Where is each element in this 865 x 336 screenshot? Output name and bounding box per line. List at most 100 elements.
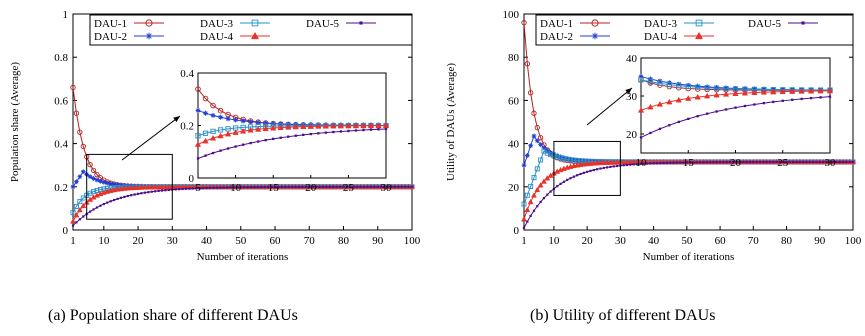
marker-small-square — [324, 131, 328, 134]
marker-triangle — [270, 124, 277, 131]
marker-star — [98, 178, 103, 184]
marker-small-square — [556, 185, 559, 188]
marker-small-square — [393, 185, 396, 188]
marker-square — [695, 19, 703, 27]
marker-square — [77, 199, 83, 205]
x-tick-label: 80 — [781, 235, 793, 247]
marker-square — [568, 157, 574, 163]
zoom-arrow — [121, 115, 181, 161]
marker-circle — [94, 171, 100, 178]
marker-small-square — [359, 185, 362, 188]
marker-triangle — [675, 96, 682, 103]
marker-square — [195, 133, 201, 139]
marker-square — [217, 127, 224, 133]
marker-small-square — [211, 151, 215, 155]
marker-small-square — [342, 185, 345, 188]
inset-series-dau-5 — [639, 95, 832, 139]
marker-small-square — [256, 140, 260, 143]
marker-small-square — [376, 185, 379, 188]
marker-small-square — [373, 185, 376, 188]
inset-x-tick-label: 25 — [777, 157, 789, 169]
marker-small-square — [239, 186, 242, 189]
marker-small-square — [383, 185, 386, 188]
marker-triangle — [656, 100, 664, 107]
x-tick-label: 20 — [133, 235, 145, 247]
marker-small-square — [559, 182, 562, 185]
marker-small-square — [649, 131, 652, 135]
marker-small-square — [321, 185, 325, 188]
marker-circle — [80, 143, 86, 150]
marker-small-square — [682, 161, 685, 164]
marker-small-square — [695, 161, 698, 164]
legend-label: DAU-2 — [94, 31, 127, 43]
marker-square — [561, 156, 567, 162]
marker-small-square — [718, 161, 722, 164]
marker-small-square — [702, 161, 705, 164]
marker-small-square — [386, 185, 390, 188]
marker-small-square — [287, 185, 290, 189]
marker-small-square — [154, 190, 157, 193]
marker-small-square — [82, 215, 85, 218]
marker-small-square — [304, 185, 307, 188]
marker-square — [571, 157, 577, 163]
marker-small-square — [126, 194, 129, 198]
marker-small-square — [685, 161, 688, 164]
marker-small-square — [699, 161, 702, 164]
marker-small-square — [825, 160, 828, 164]
x-tick-label: 1 — [70, 235, 76, 247]
marker-small-square — [349, 185, 352, 188]
x-tick-label: 100 — [404, 235, 421, 247]
marker-square — [91, 189, 97, 195]
caption-utility: (b) Utility of different DAUs — [530, 307, 716, 324]
legend-label: DAU-2 — [540, 31, 573, 43]
marker-square — [538, 157, 544, 163]
marker-small-square — [226, 147, 230, 150]
marker-small-square — [599, 167, 602, 170]
marker-small-square — [815, 160, 818, 164]
marker-circle — [531, 110, 537, 116]
marker-small-square — [801, 21, 805, 25]
marker-small-square — [99, 204, 102, 207]
marker-small-square — [222, 186, 225, 189]
y-tick-label: 0.8 — [54, 52, 68, 64]
marker-small-square — [309, 132, 312, 136]
legend-label: DAU-3 — [644, 18, 677, 30]
marker-small-square — [241, 143, 245, 146]
marker-triangle — [382, 122, 390, 129]
marker-small-square — [390, 185, 393, 188]
marker-square — [554, 154, 560, 160]
x-tick-label: 80 — [338, 235, 350, 247]
marker-circle — [591, 19, 599, 27]
series-group — [521, 19, 856, 229]
marker-square — [657, 80, 663, 86]
marker-small-square — [147, 191, 150, 194]
marker-small-square — [705, 161, 708, 164]
y-tick-label: 0.2 — [54, 182, 68, 194]
marker-small-square — [629, 163, 632, 166]
marker-circle — [537, 135, 544, 141]
marker-triangle — [694, 93, 701, 100]
marker-star — [94, 177, 100, 183]
chart-population-share: 1 10 20 30 40 50 60 70 80 90 10000.20.40.60.81Numb… — [9, 9, 421, 263]
marker-small-square — [665, 161, 669, 164]
marker-star — [564, 156, 570, 161]
marker-small-square — [204, 154, 207, 157]
inset-series-line — [640, 79, 831, 91]
marker-small-square — [191, 187, 194, 190]
x-tick-label: 50 — [681, 235, 693, 247]
y-tick-label: 0 — [514, 225, 520, 237]
marker-small-square — [89, 210, 92, 213]
legend-label: DAU-3 — [200, 18, 233, 30]
marker-small-square — [848, 160, 851, 164]
marker-small-square — [612, 165, 615, 168]
legend-label: DAU-4 — [200, 31, 233, 43]
marker-small-square — [809, 96, 813, 100]
marker-square — [638, 77, 644, 83]
marker-small-square — [354, 129, 358, 132]
marker-star — [538, 142, 543, 147]
marker-small-square — [743, 104, 747, 108]
plot-frame — [72, 13, 413, 231]
